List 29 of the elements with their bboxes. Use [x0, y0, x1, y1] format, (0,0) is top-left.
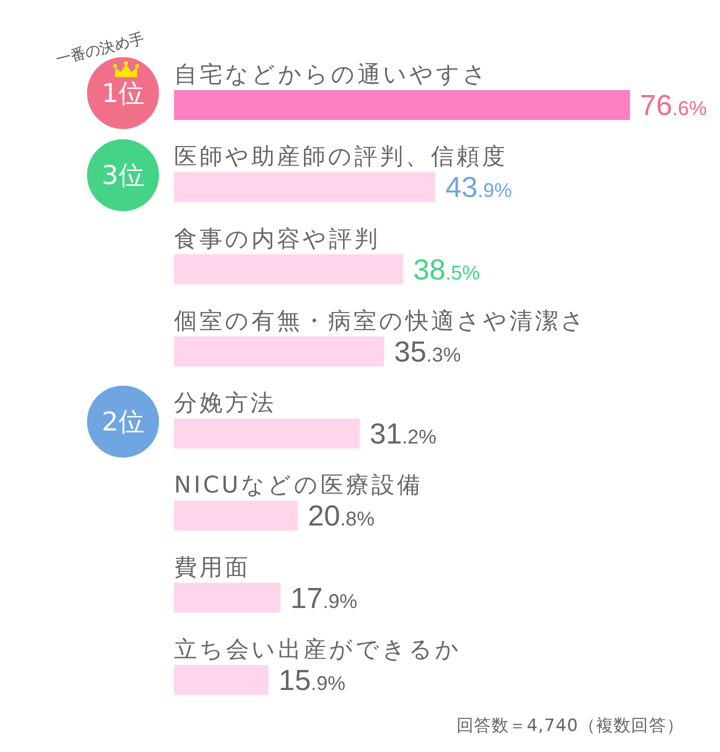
data-label: 17.9%	[290, 582, 358, 615]
data-label: 76.6%	[640, 90, 707, 122]
y-tick-label: 分娩方法	[174, 390, 276, 416]
bar	[174, 500, 298, 531]
data-label: 43.9%	[445, 172, 512, 204]
bar	[174, 336, 384, 366]
y-tick-label: NICUなどの医療設備	[174, 472, 422, 499]
text: 回答数＝4,740（複数回答）	[456, 716, 684, 736]
data-label: 15.9%	[278, 664, 346, 697]
data-label: 35.3%	[394, 336, 462, 368]
bar	[174, 172, 436, 202]
bar	[174, 254, 404, 284]
bar	[174, 582, 281, 613]
y-tick-label: 立ち会い出産ができるか	[174, 636, 462, 663]
text: 1位	[102, 79, 144, 110]
y-tick-label: 個室の有無・病室の快適さや清潔さ	[174, 308, 587, 334]
text: 2位	[102, 408, 144, 438]
data-label: 20.8%	[308, 500, 375, 533]
bar	[174, 90, 630, 120]
y-tick-label: 医師や助産師の評判、信頼度	[174, 144, 508, 170]
bar	[174, 418, 360, 448]
y-tick-label: 自宅などからの通いやすさ	[174, 62, 489, 88]
y-tick-label: 費用面	[174, 554, 250, 581]
text: 3位	[102, 161, 144, 192]
y-tick-label: 食事の内容や評判	[174, 226, 380, 252]
bar	[174, 664, 269, 695]
text: 一番の決め手	[54, 29, 146, 69]
data-label: 38.5%	[413, 254, 480, 286]
data-label: 31.2%	[370, 418, 437, 450]
